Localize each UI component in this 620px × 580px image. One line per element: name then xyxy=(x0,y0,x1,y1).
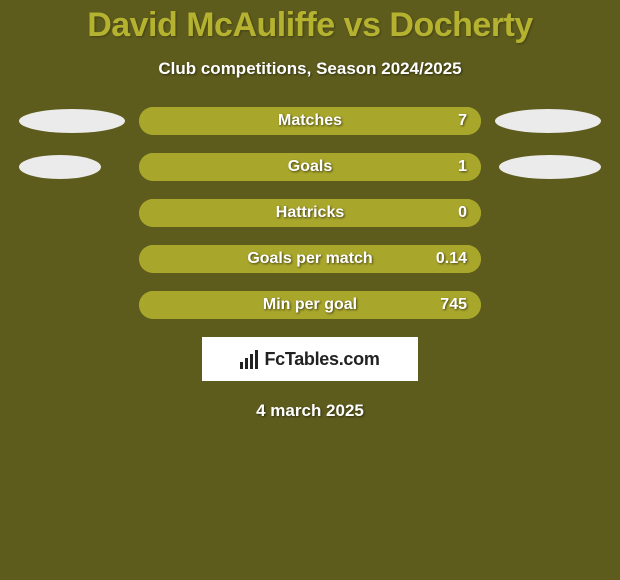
date-label: 4 march 2025 xyxy=(0,401,620,421)
right-player-mark xyxy=(489,109,609,133)
stat-value: 745 xyxy=(440,296,467,314)
page-title: David McAuliffe vs Docherty xyxy=(0,6,620,45)
stat-value: 0 xyxy=(458,204,467,222)
stat-row: Matches 7 xyxy=(0,107,620,135)
stat-label: Goals xyxy=(288,158,332,176)
stat-value: 0.14 xyxy=(436,250,467,268)
stat-bar: Matches 7 xyxy=(139,107,481,135)
stat-row: Hattricks 0 xyxy=(0,199,620,227)
brand-name: FcTables.com xyxy=(264,349,379,370)
left-player-mark xyxy=(11,109,131,133)
stat-value: 7 xyxy=(458,112,467,130)
stat-row: Goals 1 xyxy=(0,153,620,181)
stat-label: Goals per match xyxy=(247,250,372,268)
ellipse-icon xyxy=(19,155,101,179)
ellipse-icon xyxy=(495,109,601,133)
stat-row: Goals per match 0.14 xyxy=(0,245,620,273)
right-player-mark xyxy=(489,155,609,179)
stat-label: Min per goal xyxy=(263,296,357,314)
stats-section: Matches 7 Goals 1 Hattricks 0 Goals per match 0… xyxy=(0,107,620,319)
stat-bar: Min per goal 745 xyxy=(139,291,481,319)
stat-value: 1 xyxy=(458,158,467,176)
stat-label: Matches xyxy=(278,112,342,130)
stat-label: Hattricks xyxy=(276,204,344,222)
stat-bar: Hattricks 0 xyxy=(139,199,481,227)
stat-bar: Goals per match 0.14 xyxy=(139,245,481,273)
stat-row: Min per goal 745 xyxy=(0,291,620,319)
subtitle: Club competitions, Season 2024/2025 xyxy=(0,59,620,79)
stat-bar: Goals 1 xyxy=(139,153,481,181)
brand-badge[interactable]: FcTables.com xyxy=(202,337,418,381)
bar-chart-icon xyxy=(240,350,258,369)
comparison-card: David McAuliffe vs Docherty Club competi… xyxy=(0,0,620,580)
ellipse-icon xyxy=(499,155,601,179)
ellipse-icon xyxy=(19,109,125,133)
left-player-mark xyxy=(11,155,131,179)
